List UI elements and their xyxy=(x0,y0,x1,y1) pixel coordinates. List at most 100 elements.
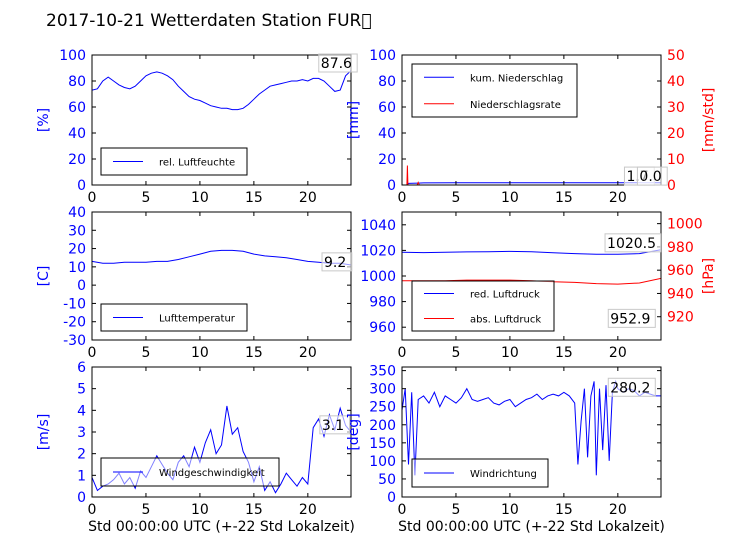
windspeed-ytick-label: 6 xyxy=(77,360,86,376)
humidity-ytick-label: 100 xyxy=(59,48,86,64)
winddirection-ytick-label: 300 xyxy=(369,382,396,398)
winddirection-xtick-label: 10 xyxy=(501,502,519,518)
humidity-annotation-label: 87.6 xyxy=(321,56,352,72)
precipitation-legend-label: kum. Niederschlag xyxy=(470,73,563,84)
humidity-xtick-label: 15 xyxy=(245,190,263,206)
windspeed-xtick-label: 20 xyxy=(299,502,317,518)
temperature-xtick-label: 15 xyxy=(245,345,263,361)
pressure-ytick-right-label: 940 xyxy=(667,286,694,302)
winddirection-ytick-label: 50 xyxy=(378,472,396,488)
precipitation-ytick-label: 20 xyxy=(378,152,396,168)
precipitation-ytick-right-label: 40 xyxy=(667,74,685,90)
windspeed-ytick-label: 3 xyxy=(77,425,86,441)
temperature-ytick-label: 0 xyxy=(77,278,86,294)
windspeed-ytick-label: 2 xyxy=(77,447,86,463)
winddirection-xtick-label: 15 xyxy=(555,502,573,518)
precipitation-ytick-label: 100 xyxy=(369,48,396,64)
temperature-annotation-label: 9.2 xyxy=(324,255,346,271)
pressure-ylabel-right: [hPa] xyxy=(701,258,717,294)
temperature-ytick-label: 30 xyxy=(68,223,86,239)
humidity-xtick-label: 20 xyxy=(299,190,317,206)
temperature-ytick-label: 20 xyxy=(68,242,86,258)
precipitation-ylabel-right: [mm/std] xyxy=(701,88,717,153)
humidity-ytick-label: 80 xyxy=(68,74,86,90)
precipitation-xtick-label: 0 xyxy=(398,190,407,206)
winddirection-annotation-label: 280.2 xyxy=(610,380,650,396)
humidity-xtick-label: 0 xyxy=(88,190,97,206)
humidity-annotation-box xyxy=(318,53,358,73)
precipitation-ytick-right-label: 50 xyxy=(667,48,685,64)
humidity-series-line-0 xyxy=(92,70,351,111)
pressure-xtick-label: 0 xyxy=(398,345,407,361)
pressure-annotation-box xyxy=(607,308,656,328)
pressure-ytick-label: 1020 xyxy=(360,243,396,259)
winddirection-ylabel: [deg] xyxy=(346,413,362,450)
humidity-ylabel: [%] xyxy=(36,108,52,132)
pressure-ytick-label: 960 xyxy=(369,320,396,336)
temperature-xtick-label: 20 xyxy=(299,345,317,361)
humidity-ytick-label: 0 xyxy=(77,178,86,194)
windspeed-annotation-label: 3.1 xyxy=(322,418,344,434)
pressure-panel: 0 5 10 15 20 960 980 1000 1020 1040 920 940 960 980 10… xyxy=(360,211,717,361)
temperature-xtick-label: 5 xyxy=(141,345,150,361)
humidity-xtick-label: 10 xyxy=(191,190,209,206)
temperature-series-line-0 xyxy=(92,249,351,266)
winddirection-ytick-label: 150 xyxy=(369,436,396,452)
precipitation-ytick-label: 40 xyxy=(378,126,396,142)
winddirection-annotation-box xyxy=(607,377,656,397)
precipitation-ytick-right-label: 0 xyxy=(667,178,676,194)
winddirection-ytick-label: 200 xyxy=(369,418,396,434)
temperature-xtick-label: 0 xyxy=(88,345,97,361)
windspeed-ylabel: [m/s] xyxy=(36,414,52,451)
temperature-ytick-label: -30 xyxy=(63,333,86,349)
precipitation-ytick-label: 80 xyxy=(378,74,396,90)
windspeed-series-line-0 xyxy=(92,405,351,494)
precipitation-xtick-label: 20 xyxy=(609,190,627,206)
pressure-legend-box xyxy=(411,280,555,332)
winddirection-xlabel: Std 00:00:00 UTC (+-22 Std Lokalzeit) xyxy=(398,519,665,535)
pressure-ytick-label: 980 xyxy=(369,295,396,311)
pressure-series-line-0 xyxy=(402,249,661,255)
precipitation-xtick-label: 15 xyxy=(555,190,573,206)
precipitation-annotation-label: 0.0 xyxy=(639,169,661,185)
humidity-legend-label: rel. Luftfeuchte xyxy=(159,158,235,169)
windspeed-annotation-box xyxy=(319,415,351,435)
windspeed-panel: 0 5 10 15 20 0 1 2 3 4 5 6 [m/s] Std 00:00:00 UTC (+-… xyxy=(36,360,355,535)
temperature-panel: 0 5 10 15 20 -30 -20 -10 0 10 20 30 40 [C] Lufttempera… xyxy=(36,205,353,361)
precipitation-xtick-label: 5 xyxy=(451,190,460,206)
precipitation-ytick-label: 60 xyxy=(378,100,396,116)
windspeed-ytick-label: 4 xyxy=(77,403,86,419)
temperature-legend-label: Lufttemperatur xyxy=(159,314,236,325)
winddirection-ytick-label: 350 xyxy=(369,364,396,380)
precipitation-xtick-label: 10 xyxy=(501,190,519,206)
pressure-ytick-right-label: 960 xyxy=(667,263,694,279)
precipitation-panel: 0 5 10 15 20 0 20 40 60 80 100 0 10 20 30 40 50 [mm] [mm/s… xyxy=(346,48,717,206)
humidity-xtick-label: 5 xyxy=(141,190,150,206)
humidity-ytick-label: 40 xyxy=(68,126,86,142)
pressure-ytick-label: 1040 xyxy=(360,218,396,234)
precipitation-ytick-right-label: 20 xyxy=(667,126,685,142)
pressure-annotation-box xyxy=(604,233,662,253)
temperature-annotation-box xyxy=(321,252,353,272)
pressure-ytick-label: 1000 xyxy=(360,269,396,285)
winddirection-xtick-label: 20 xyxy=(609,502,627,518)
winddirection-frame xyxy=(401,366,662,498)
temperature-ytick-label: -10 xyxy=(63,296,86,312)
precipitation-ytick-label: 0 xyxy=(387,178,396,194)
pressure-annotation-label: 1020.5 xyxy=(607,236,656,252)
windspeed-legend-label: Windgeschwindigkeit xyxy=(159,468,265,479)
temperature-ytick-label: 40 xyxy=(68,205,86,221)
precipitation-legend-label: Niederschlagsrate xyxy=(470,100,561,111)
temperature-frame xyxy=(91,211,352,341)
pressure-xtick-label: 10 xyxy=(501,345,519,361)
pressure-ytick-right-label: 980 xyxy=(667,240,694,256)
humidity-frame xyxy=(91,54,352,186)
temperature-xtick-label: 10 xyxy=(191,345,209,361)
temperature-ylabel: [C] xyxy=(36,266,52,287)
precipitation-annotation-box xyxy=(636,166,668,186)
windspeed-ytick-label: 5 xyxy=(77,382,86,398)
windspeed-xtick-label: 0 xyxy=(88,502,97,518)
pressure-legend-label: red. Luftdruck xyxy=(470,290,540,301)
